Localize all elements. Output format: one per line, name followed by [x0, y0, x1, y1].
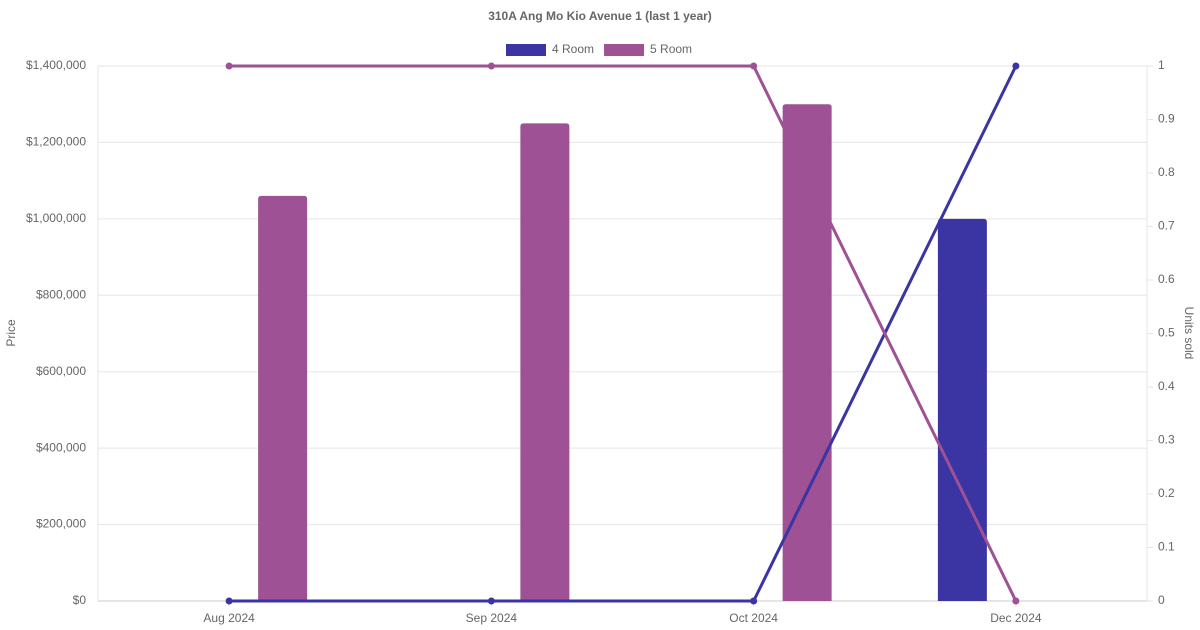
y-tick-label: $1,200,000 — [26, 135, 86, 149]
x-tick-label: Oct 2024 — [729, 611, 778, 625]
legend-label: 4 Room — [552, 42, 594, 56]
legend-swatch — [604, 44, 645, 56]
bar — [782, 104, 832, 601]
line — [229, 64, 1018, 602]
point — [750, 62, 758, 70]
bar — [937, 218, 987, 601]
point — [487, 62, 495, 70]
y-tick-label: $1,000,000 — [26, 211, 86, 225]
point — [1012, 62, 1020, 70]
legend-label: 5 Room — [650, 42, 692, 56]
y-tick-label: $400,000 — [36, 440, 86, 454]
bar — [258, 195, 308, 601]
y2-tick-label: 0.1 — [1158, 540, 1175, 554]
y2-axis-title: Units sold — [1182, 307, 1196, 360]
legend-swatch — [506, 44, 546, 56]
y2-tick-label: 0.7 — [1158, 219, 1175, 233]
y2-tick-label: 0.2 — [1158, 486, 1175, 500]
point — [750, 597, 758, 605]
y2-tick-label: 0.3 — [1158, 433, 1175, 447]
y2-tick-label: 0.9 — [1158, 112, 1175, 126]
point — [225, 597, 233, 605]
y-tick-label: $800,000 — [36, 287, 86, 301]
x-tick-label: Aug 2024 — [203, 611, 255, 625]
point — [1012, 597, 1020, 605]
y-tick-label: $200,000 — [36, 517, 86, 531]
y-axis-title: Price — [4, 319, 18, 347]
y2-tick-label: 0.4 — [1158, 379, 1175, 393]
bar — [520, 123, 570, 602]
y2-tick-label: 0.8 — [1158, 165, 1175, 179]
x-tick-label: Dec 2024 — [990, 611, 1042, 625]
y-tick-label: $1,400,000 — [26, 58, 86, 72]
y2-tick-label: 0.5 — [1158, 326, 1175, 340]
y2-tick-label: 0.6 — [1158, 272, 1175, 286]
point — [487, 597, 495, 605]
line — [229, 65, 1018, 603]
y2-tick-label: 1 — [1158, 58, 1165, 72]
y2-tick-label: 0 — [1158, 593, 1165, 607]
chart-title: 310A Ang Mo Kio Avenue 1 (last 1 year) — [488, 9, 712, 23]
y-tick-label: $600,000 — [36, 364, 86, 378]
x-tick-label: Sep 2024 — [466, 611, 518, 625]
y-tick-label: $0 — [73, 593, 87, 607]
point — [225, 62, 233, 70]
